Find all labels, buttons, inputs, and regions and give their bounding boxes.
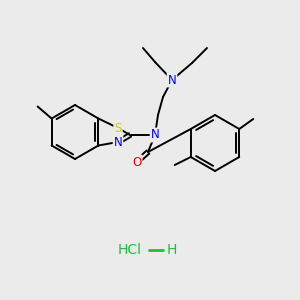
Text: HCl: HCl <box>118 243 142 257</box>
Text: N: N <box>168 74 176 86</box>
Text: N: N <box>151 128 159 142</box>
Text: H: H <box>167 243 177 257</box>
Text: N: N <box>114 136 122 148</box>
Text: O: O <box>132 155 142 169</box>
Text: S: S <box>114 122 122 134</box>
